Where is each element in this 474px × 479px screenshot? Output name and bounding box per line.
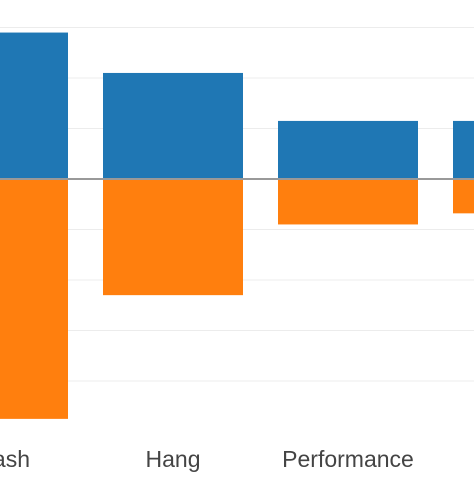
x-tick-label: Hang — [146, 446, 201, 472]
bar-positive-1 — [103, 72, 243, 179]
x-tick-labels: ash Hang Performance — [0, 446, 414, 472]
x-tick-label: Performance — [282, 446, 414, 472]
bar-negative-0 — [0, 179, 68, 419]
bar-negative-1 — [103, 179, 243, 296]
bar-positive-3 — [453, 120, 474, 179]
x-tick-label: ash — [0, 446, 30, 472]
bars — [0, 32, 474, 419]
bar-negative-3 — [453, 179, 474, 214]
bar-negative-2 — [278, 179, 418, 225]
bar-positive-2 — [278, 120, 418, 179]
bar-positive-0 — [0, 32, 68, 179]
